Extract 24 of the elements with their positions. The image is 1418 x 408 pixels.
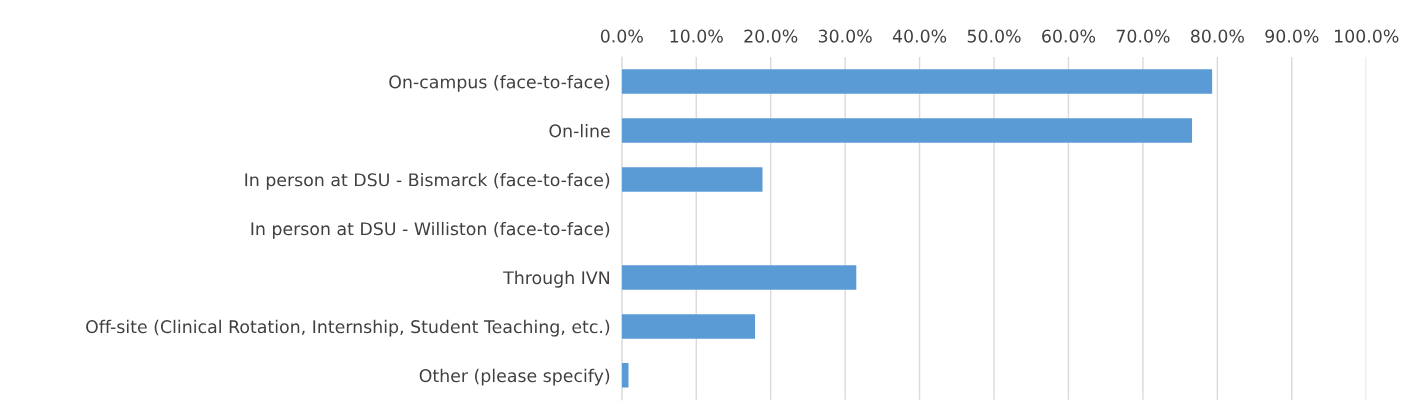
x-tick-label: 20.0% — [744, 29, 798, 43]
bar — [621, 167, 763, 192]
x-tick-label: 90.0% — [1265, 29, 1319, 43]
y-tick-label: On-campus (face-to-face) — [389, 75, 610, 92]
y-tick-label: In person at DSU - Williston (face-to-face) — [251, 221, 610, 239]
x-tick-label: 70.0% — [1116, 29, 1170, 43]
bar — [621, 118, 1193, 143]
bar — [621, 69, 1213, 94]
x-tick-label: 60.0% — [1042, 29, 1096, 43]
x-tick-label: 40.0% — [892, 29, 947, 43]
y-tick-label: Through IVN — [503, 270, 609, 288]
y-tick-label: On-line — [549, 123, 610, 138]
y-tick-label: Off-site (Clinical Rotation, Internship, Student Teaching, etc.) — [86, 319, 610, 337]
x-tick-label: 10.0% — [670, 29, 723, 43]
bar — [621, 363, 629, 388]
x-tick-label: 0.0% — [600, 29, 643, 43]
y-tick-label: Other (please specify) — [419, 368, 610, 386]
x-tick-label: 100.0% — [1335, 29, 1399, 43]
x-tick-label: 80.0% — [1190, 29, 1244, 43]
bar — [621, 314, 756, 339]
x-tick-label: 50.0% — [967, 29, 1021, 43]
x-tick-label: 30.0% — [818, 29, 872, 43]
y-tick-label: In person at DSU - Bismarck (face-to-face) — [245, 172, 610, 190]
bar — [621, 265, 857, 290]
